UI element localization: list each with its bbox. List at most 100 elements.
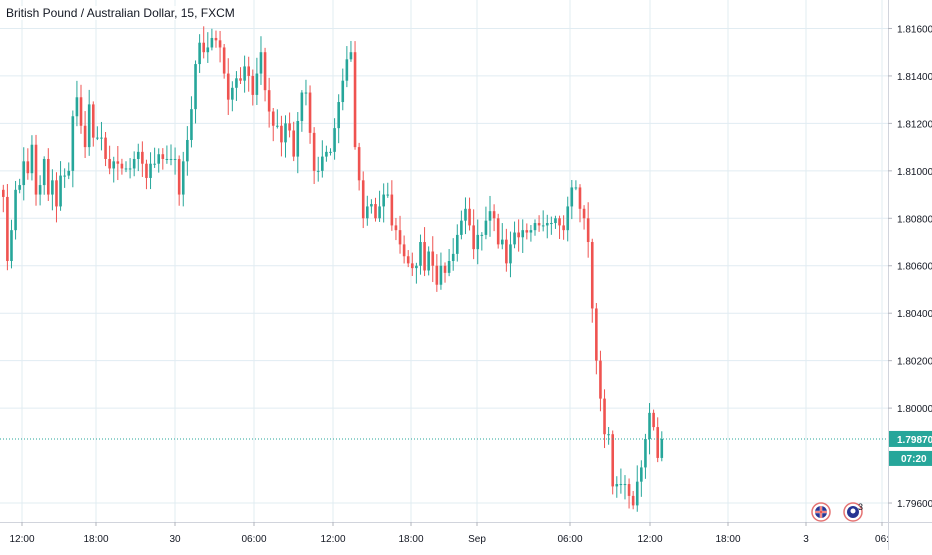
time-axis[interactable]: 12:00 18:00 30 06:00 12:00 18:00 Sep 06:00 12:00… — [9, 522, 889, 545]
candle[interactable] — [648, 403, 651, 455]
candle[interactable] — [562, 215, 565, 240]
candle[interactable] — [455, 224, 459, 262]
candle[interactable] — [345, 46, 349, 88]
candle-body[interactable] — [599, 360, 602, 399]
candle-body[interactable] — [6, 196, 9, 261]
candle[interactable] — [251, 69, 255, 106]
candle-body[interactable] — [206, 47, 210, 53]
candle-body[interactable] — [26, 161, 30, 174]
candle[interactable] — [321, 140, 324, 178]
candle[interactable] — [226, 58, 230, 115]
candle[interactable] — [652, 409, 655, 431]
candle[interactable] — [333, 118, 336, 160]
candle[interactable] — [537, 215, 541, 232]
candle[interactable] — [423, 227, 426, 277]
candle[interactable] — [112, 156, 116, 183]
price-axis[interactable]: 1.81600 1.81400 1.81200 1.81000 1.80800 1.806… — [888, 24, 932, 510]
candle-body[interactable] — [271, 111, 275, 126]
candle[interactable] — [59, 161, 62, 211]
candle-body[interactable] — [345, 59, 349, 81]
candle[interactable] — [541, 210, 545, 232]
candle-body[interactable] — [492, 211, 496, 219]
candle[interactable] — [505, 228, 508, 272]
candle-body[interactable] — [415, 265, 418, 269]
candle-body[interactable] — [251, 75, 255, 95]
candle-body[interactable] — [194, 64, 197, 110]
candle[interactable] — [451, 238, 455, 271]
candle[interactable] — [34, 134, 38, 206]
candle[interactable] — [550, 216, 553, 235]
candle-body[interactable] — [263, 52, 267, 91]
candle[interactable] — [157, 148, 161, 173]
candle-body[interactable] — [161, 154, 165, 159]
candle-body[interactable] — [640, 467, 643, 482]
candle[interactable] — [500, 223, 504, 250]
candle[interactable] — [120, 158, 124, 175]
candle[interactable] — [165, 145, 169, 164]
candle-body[interactable] — [427, 251, 430, 271]
candle[interactable] — [177, 155, 181, 206]
candle[interactable] — [276, 109, 279, 129]
candle-body[interactable] — [353, 52, 357, 148]
candle-body[interactable] — [558, 218, 561, 226]
candle[interactable] — [83, 111, 87, 158]
candle[interactable] — [296, 112, 300, 174]
candle[interactable] — [635, 465, 639, 512]
candle-body[interactable] — [582, 208, 586, 219]
candle-body[interactable] — [648, 412, 651, 439]
candle[interactable] — [194, 60, 197, 124]
candle[interactable] — [521, 219, 525, 253]
candle[interactable] — [42, 156, 46, 195]
candle-body[interactable] — [378, 206, 381, 219]
candle-body[interactable] — [455, 234, 459, 254]
candle[interactable] — [357, 142, 361, 191]
bottom-event-icons[interactable]: 3 — [811, 502, 863, 522]
candle[interactable] — [545, 214, 549, 239]
candle-body[interactable] — [509, 244, 512, 264]
candle[interactable] — [136, 143, 140, 172]
candle-body[interactable] — [366, 206, 369, 219]
candle-body[interactable] — [2, 189, 5, 197]
candle[interactable] — [627, 478, 631, 509]
candle-body[interactable] — [22, 161, 26, 186]
candle-body[interactable] — [496, 218, 500, 245]
candle-body[interactable] — [644, 438, 647, 468]
candle[interactable] — [488, 195, 492, 237]
candle[interactable] — [38, 175, 42, 206]
candle-body[interactable] — [460, 220, 463, 235]
candle-body[interactable] — [235, 78, 238, 88]
candle-body[interactable] — [218, 40, 222, 48]
candle-body[interactable] — [243, 66, 246, 81]
candle-body[interactable] — [394, 225, 398, 231]
candle-body[interactable] — [308, 92, 312, 133]
candle[interactable] — [386, 182, 390, 198]
candle[interactable] — [132, 151, 136, 177]
candle[interactable] — [10, 219, 13, 269]
uk-flag-icon[interactable] — [811, 502, 831, 522]
candle-body[interactable] — [247, 66, 250, 76]
candle[interactable] — [280, 115, 283, 157]
candle[interactable] — [460, 210, 463, 240]
candle-body[interactable] — [484, 220, 488, 235]
candle[interactable] — [312, 127, 316, 184]
candle[interactable] — [67, 162, 71, 180]
candle-body[interactable] — [451, 253, 455, 261]
candle-body[interactable] — [75, 97, 79, 117]
candle-body[interactable] — [300, 92, 304, 122]
candle-body[interactable] — [554, 218, 557, 224]
candle[interactable] — [619, 468, 623, 494]
candle-body[interactable] — [447, 261, 451, 273]
candle[interactable] — [468, 197, 471, 231]
candle[interactable] — [406, 250, 410, 268]
candle[interactable] — [554, 215, 557, 229]
candle[interactable] — [108, 145, 111, 175]
candle[interactable] — [590, 238, 594, 323]
candle-body[interactable] — [341, 80, 345, 103]
candle-body[interactable] — [173, 158, 177, 160]
candle-body[interactable] — [100, 137, 103, 139]
candle[interactable] — [378, 190, 381, 222]
candle[interactable] — [337, 94, 340, 144]
candle-body[interactable] — [660, 438, 664, 458]
event-icon[interactable]: 3 — [843, 502, 863, 522]
